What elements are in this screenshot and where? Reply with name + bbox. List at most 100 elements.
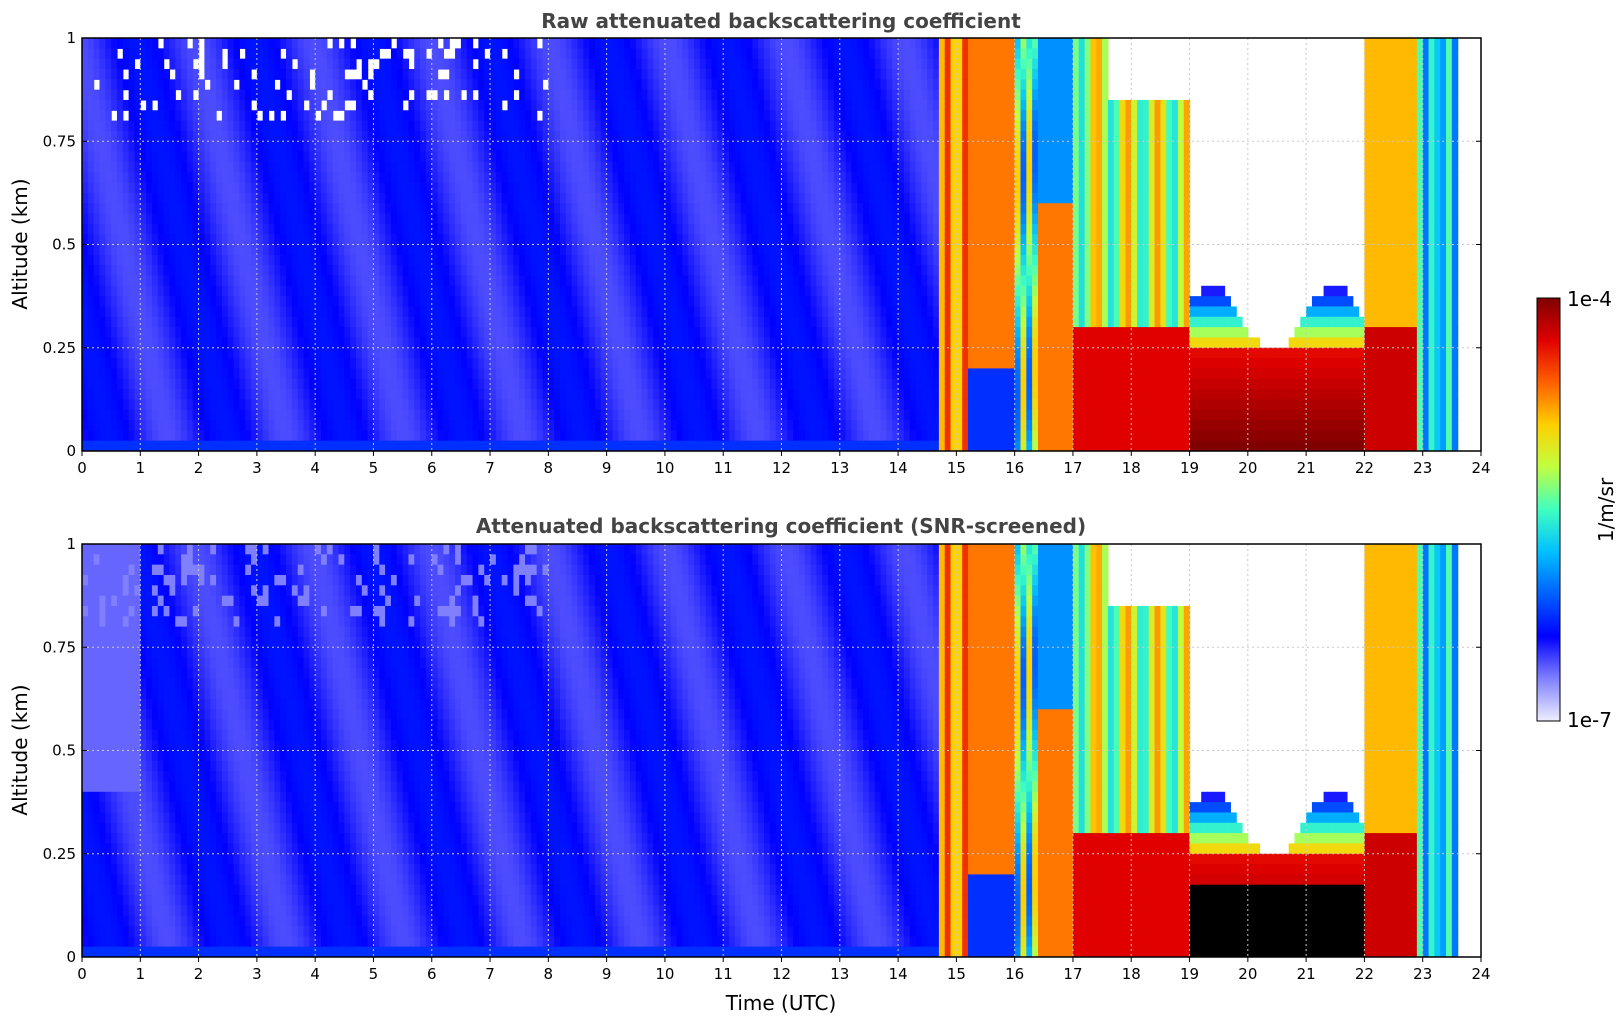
heatmap-cell	[460, 368, 468, 380]
heatmap-cell	[111, 347, 118, 359]
heatmap-cell	[711, 337, 718, 349]
heatmap-cell	[699, 399, 707, 411]
heatmap-cell	[93, 389, 101, 400]
heatmap-cell	[390, 285, 398, 297]
heatmap-cell	[711, 316, 718, 328]
heatmap-cell	[355, 234, 363, 246]
heatmap-cell	[221, 296, 229, 308]
heatmap-cell	[239, 151, 246, 163]
heatmap-cell	[116, 337, 124, 349]
heatmap-cell	[216, 172, 223, 184]
heatmap-cell	[787, 68, 794, 80]
heatmap-cell	[694, 234, 701, 246]
heatmap-cell	[612, 172, 619, 184]
heatmap-cell	[321, 285, 328, 297]
heatmap-cell	[315, 389, 322, 400]
heatmap-cell	[612, 265, 619, 277]
heatmap-cell	[291, 327, 299, 339]
heatmap-cell	[134, 296, 141, 308]
heatmap-cell	[740, 130, 748, 142]
heatmap-cell	[711, 89, 718, 101]
heatmap-cell	[519, 347, 526, 359]
heatmap-cell	[402, 399, 410, 411]
heatmap-cell	[274, 244, 281, 256]
heatmap-cell	[740, 316, 748, 328]
heatmap-cell	[507, 327, 514, 339]
heatmap-cell	[111, 89, 118, 101]
heatmap-cell	[321, 420, 328, 431]
heatmap-cell	[577, 172, 584, 184]
heatmap-cell	[198, 275, 206, 287]
heatmap-cell	[559, 296, 567, 308]
heatmap-cell	[338, 347, 345, 359]
heatmap-cell	[233, 358, 240, 369]
heatmap-cell	[105, 213, 112, 225]
heatmap-cell	[501, 420, 509, 431]
heatmap-cell	[402, 79, 410, 91]
heatmap-cell	[542, 130, 549, 142]
heatmap-cell	[437, 378, 445, 390]
heatmap-cell	[606, 368, 614, 380]
heatmap-cell	[181, 306, 188, 318]
heatmap-cell	[519, 327, 526, 339]
heatmap-cell	[729, 399, 736, 411]
heatmap-cell	[594, 234, 602, 246]
heatmap-cell	[169, 192, 176, 204]
heatmap-cell	[297, 79, 305, 91]
heatmap-cell	[624, 38, 631, 49]
heatmap-cell	[734, 172, 742, 184]
heatmap-cell	[256, 285, 264, 297]
heatmap-cell	[326, 358, 334, 369]
heatmap-cell	[321, 130, 328, 142]
heatmap-cell	[612, 254, 619, 266]
heatmap-cell	[425, 99, 433, 111]
heatmap-cell	[128, 234, 136, 246]
heatmap-cell	[443, 151, 450, 163]
heatmap-cell	[455, 275, 462, 287]
heatmap-cell	[326, 327, 334, 339]
heatmap-cell	[379, 337, 386, 349]
heatmap-cell	[210, 130, 217, 142]
heatmap-cell	[676, 440, 684, 451]
heatmap-cell	[694, 368, 701, 380]
heatmap-cell	[321, 141, 328, 153]
heatmap-cell	[367, 420, 375, 431]
heatmap-cell	[525, 368, 532, 380]
heatmap-cell	[548, 327, 555, 339]
heatmap-cell	[647, 151, 654, 163]
heatmap-cell	[373, 420, 380, 431]
heatmap-cell	[262, 347, 270, 359]
heatmap-cell	[775, 337, 783, 349]
heatmap-cell	[635, 275, 643, 287]
heatmap-cell	[280, 151, 287, 163]
heatmap-cell	[688, 389, 695, 400]
heatmap-cell	[321, 79, 328, 91]
heatmap-cell	[501, 223, 509, 235]
heatmap-cell	[326, 430, 334, 442]
heatmap-cell	[490, 213, 497, 225]
heatmap-cell	[554, 399, 561, 411]
heatmap-cell	[769, 358, 777, 369]
heatmap-cell	[355, 358, 363, 369]
heatmap-cell	[332, 99, 340, 111]
heatmap-cell	[344, 203, 351, 215]
heatmap-cell	[449, 68, 456, 80]
heatmap-cell	[175, 99, 182, 111]
heatmap-cell	[589, 358, 596, 369]
heatmap-cell	[478, 89, 485, 101]
heatmap-cell	[210, 48, 217, 60]
heatmap-cell	[589, 306, 596, 318]
heatmap-cell	[554, 389, 561, 400]
heatmap-cell	[717, 358, 724, 369]
heatmap-cell	[577, 89, 584, 101]
heatmap-cell	[163, 306, 171, 318]
heatmap-cell	[128, 99, 136, 111]
heatmap-cell	[769, 120, 777, 132]
heatmap-cell	[367, 337, 375, 349]
heatmap-cell	[99, 306, 106, 318]
heatmap-cell	[105, 223, 112, 235]
heatmap-cell	[519, 399, 526, 411]
heatmap-cell	[460, 58, 468, 70]
heatmap-cell	[641, 337, 649, 349]
heatmap-cell	[577, 58, 584, 70]
